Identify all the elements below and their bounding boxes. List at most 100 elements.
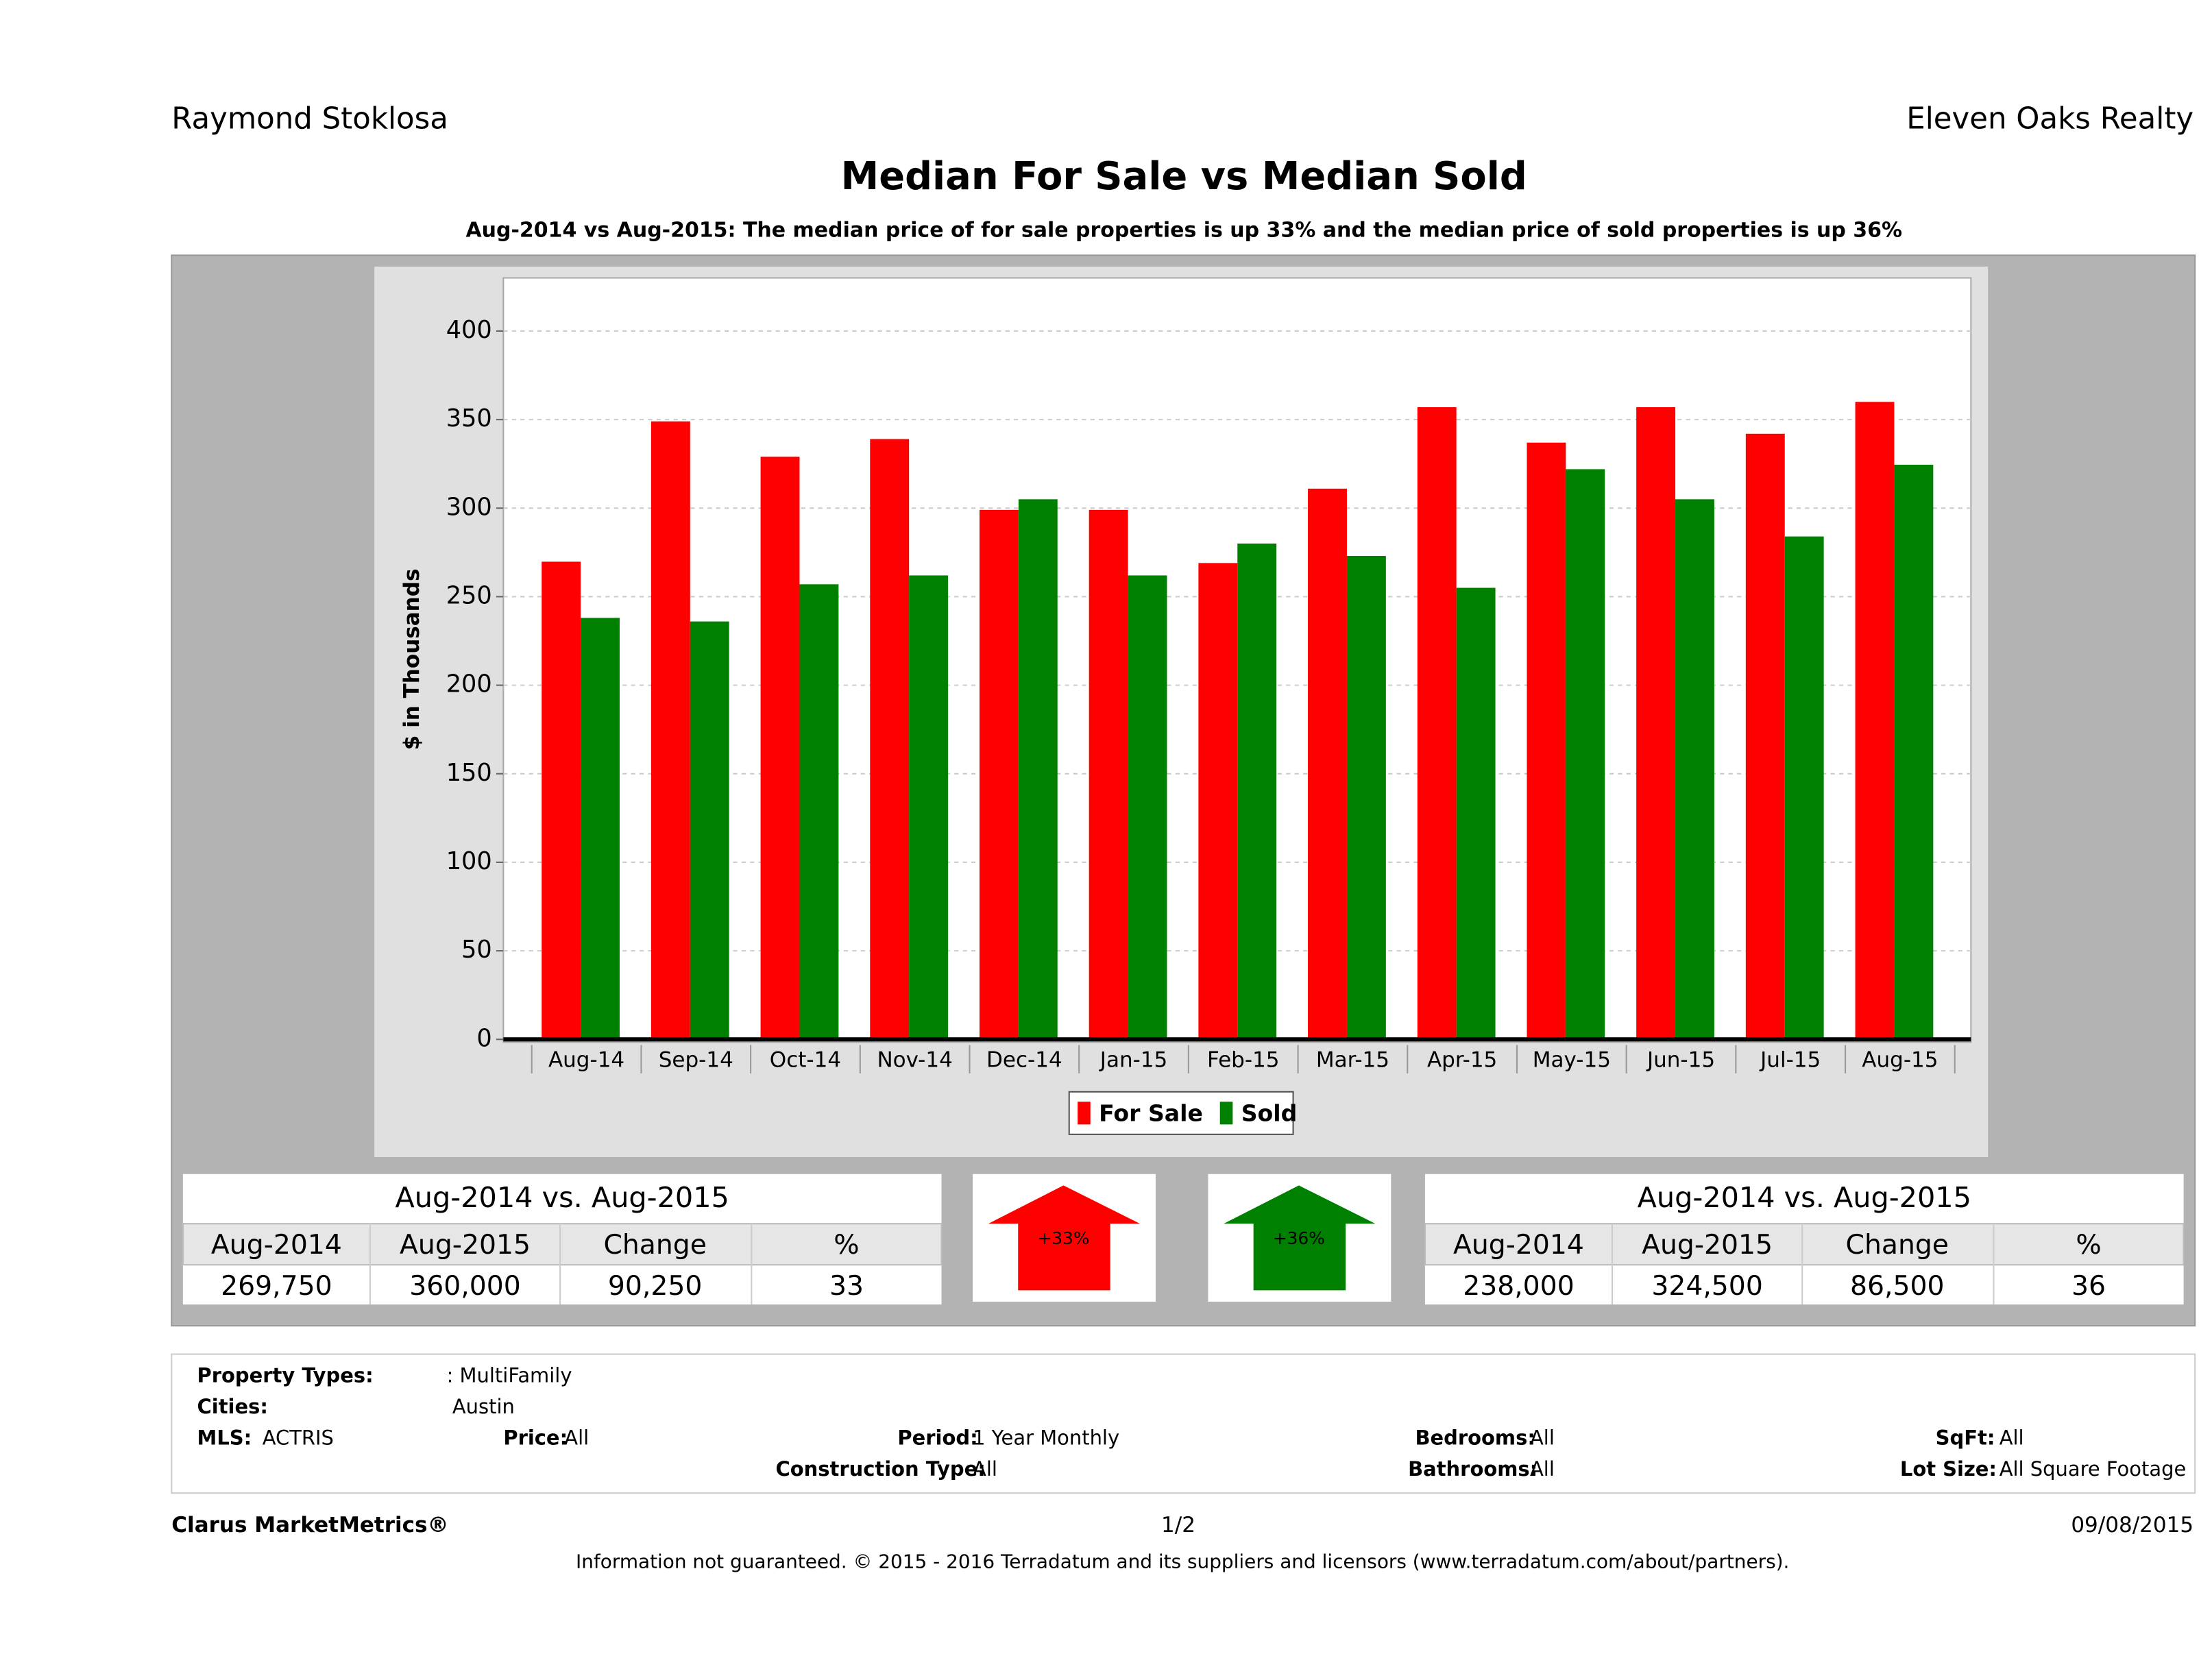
- x-tick-label: Aug-14: [548, 1047, 624, 1072]
- bar: [1198, 563, 1238, 1040]
- agent-name: Raymond Stoklosa: [171, 101, 448, 136]
- chart-subtitle: Aug-2014 vs Aug-2015: The median price o…: [465, 219, 1902, 243]
- x-tick-label: Dec-14: [986, 1047, 1062, 1072]
- bar: [651, 421, 690, 1040]
- summary-value: 86,500: [1850, 1271, 1945, 1302]
- summary-header: Change: [603, 1230, 706, 1261]
- bar: [1308, 488, 1347, 1040]
- filter-label: Property Types:: [197, 1364, 374, 1387]
- filter-value: All: [2000, 1426, 2024, 1450]
- bar: [1018, 499, 1058, 1040]
- x-tick-label: Jun-15: [1646, 1047, 1715, 1072]
- bar: [1346, 556, 1386, 1040]
- x-tick-label: Sep-14: [659, 1047, 733, 1072]
- summary-value: 33: [829, 1271, 864, 1302]
- bar: [799, 584, 839, 1040]
- summary-value: 324,500: [1651, 1271, 1763, 1302]
- bar: [1417, 407, 1457, 1040]
- summary-value: 90,250: [608, 1271, 703, 1302]
- badge-arrow: [988, 1185, 1141, 1291]
- filter-label: MLS:: [197, 1426, 252, 1450]
- bar: [1237, 543, 1277, 1040]
- y-tick-label: 0: [476, 1024, 491, 1052]
- bar: [581, 618, 620, 1040]
- disclaimer: Information not guaranteed. © 2015 - 201…: [576, 1551, 1789, 1573]
- summary-value: 238,000: [1463, 1271, 1575, 1302]
- bar: [979, 509, 1019, 1040]
- filter-label: Construction Type:: [776, 1457, 986, 1481]
- summary-header: Aug-2015: [1642, 1230, 1773, 1261]
- x-tick-label: May-15: [1533, 1047, 1611, 1072]
- x-tick-label: Oct-14: [770, 1047, 841, 1072]
- summary-header: Change: [1846, 1230, 1949, 1261]
- filter-label: Bathrooms:: [1408, 1457, 1538, 1481]
- bar: [870, 439, 910, 1040]
- filter-value: : MultiFamily: [447, 1364, 572, 1387]
- bar: [909, 575, 949, 1040]
- filter-value: Austin: [452, 1395, 515, 1418]
- y-tick-label: 150: [446, 759, 492, 787]
- x-tick-label: Feb-15: [1207, 1047, 1280, 1072]
- brand: Clarus MarketMetrics®: [171, 1513, 448, 1537]
- bar: [1566, 469, 1605, 1040]
- summary-value: 360,000: [409, 1271, 521, 1302]
- filter-value: All Square Footage: [2000, 1457, 2187, 1481]
- x-tick-label: Apr-15: [1427, 1047, 1497, 1072]
- filter-label: Period:: [897, 1426, 977, 1450]
- summary-header-row: [1424, 1223, 2185, 1266]
- summary-header: Aug-2014: [1453, 1230, 1584, 1261]
- chart-title: Median For Sale vs Median Sold: [841, 154, 1527, 199]
- brokerage: Eleven Oaks Realty: [1906, 101, 2193, 136]
- filter-label: SqFt:: [1936, 1426, 1995, 1450]
- summary-title: Aug-2014 vs. Aug-2015: [396, 1181, 729, 1214]
- filter-label: Bedrooms:: [1415, 1426, 1535, 1450]
- legend: [1068, 1091, 1294, 1135]
- bar: [690, 621, 729, 1040]
- report-date: 09/08/2015: [2071, 1513, 2193, 1537]
- filter-value: All: [1530, 1426, 1555, 1450]
- bar: [1745, 433, 1785, 1040]
- y-tick-label: 400: [446, 316, 492, 344]
- summary-header: Aug-2015: [400, 1230, 531, 1261]
- legend-label: For Sale: [1099, 1099, 1203, 1126]
- x-tick-label: Jan-15: [1099, 1047, 1167, 1072]
- filter-value: ACTRIS: [263, 1426, 334, 1450]
- legend-label: Sold: [1241, 1099, 1298, 1126]
- filter-value: All: [1530, 1457, 1555, 1481]
- bar: [1456, 587, 1496, 1040]
- summary-header: %: [834, 1230, 859, 1261]
- bar: [1894, 465, 1934, 1040]
- bar: [760, 457, 800, 1040]
- y-tick-label: 250: [446, 581, 492, 609]
- bar: [542, 561, 581, 1040]
- filter-value: All: [973, 1457, 997, 1481]
- x-tick-label: Aug-15: [1862, 1047, 1938, 1072]
- y-tick-label: 200: [446, 670, 492, 698]
- bar: [1784, 536, 1824, 1040]
- bar: [1089, 509, 1128, 1040]
- filter-label: Price:: [503, 1426, 568, 1450]
- y-axis-label: $ in Thousands: [400, 569, 424, 751]
- bar: [1527, 442, 1566, 1040]
- bar: [1128, 575, 1167, 1040]
- summary-value: 269,750: [221, 1271, 332, 1302]
- summary-value: 36: [2071, 1271, 2106, 1302]
- y-tick-label: 300: [446, 493, 492, 521]
- x-tick-label: Jul-15: [1759, 1047, 1821, 1072]
- summary-header-row: [182, 1223, 943, 1266]
- filters-box: [171, 1353, 2196, 1494]
- y-tick-label: 350: [446, 404, 492, 433]
- y-tick-label: 50: [461, 936, 492, 964]
- bar: [1636, 407, 1676, 1040]
- filter-label: Cities:: [197, 1395, 268, 1418]
- x-tick-label: Mar-15: [1316, 1047, 1389, 1072]
- badge-label: +36%: [1273, 1228, 1325, 1248]
- legend-swatch: [1078, 1102, 1091, 1125]
- y-tick-label: 100: [446, 847, 492, 875]
- summary-header: %: [2076, 1230, 2101, 1261]
- badge-label: +33%: [1037, 1228, 1089, 1248]
- bar: [1855, 402, 1895, 1040]
- filter-value: All: [564, 1426, 589, 1450]
